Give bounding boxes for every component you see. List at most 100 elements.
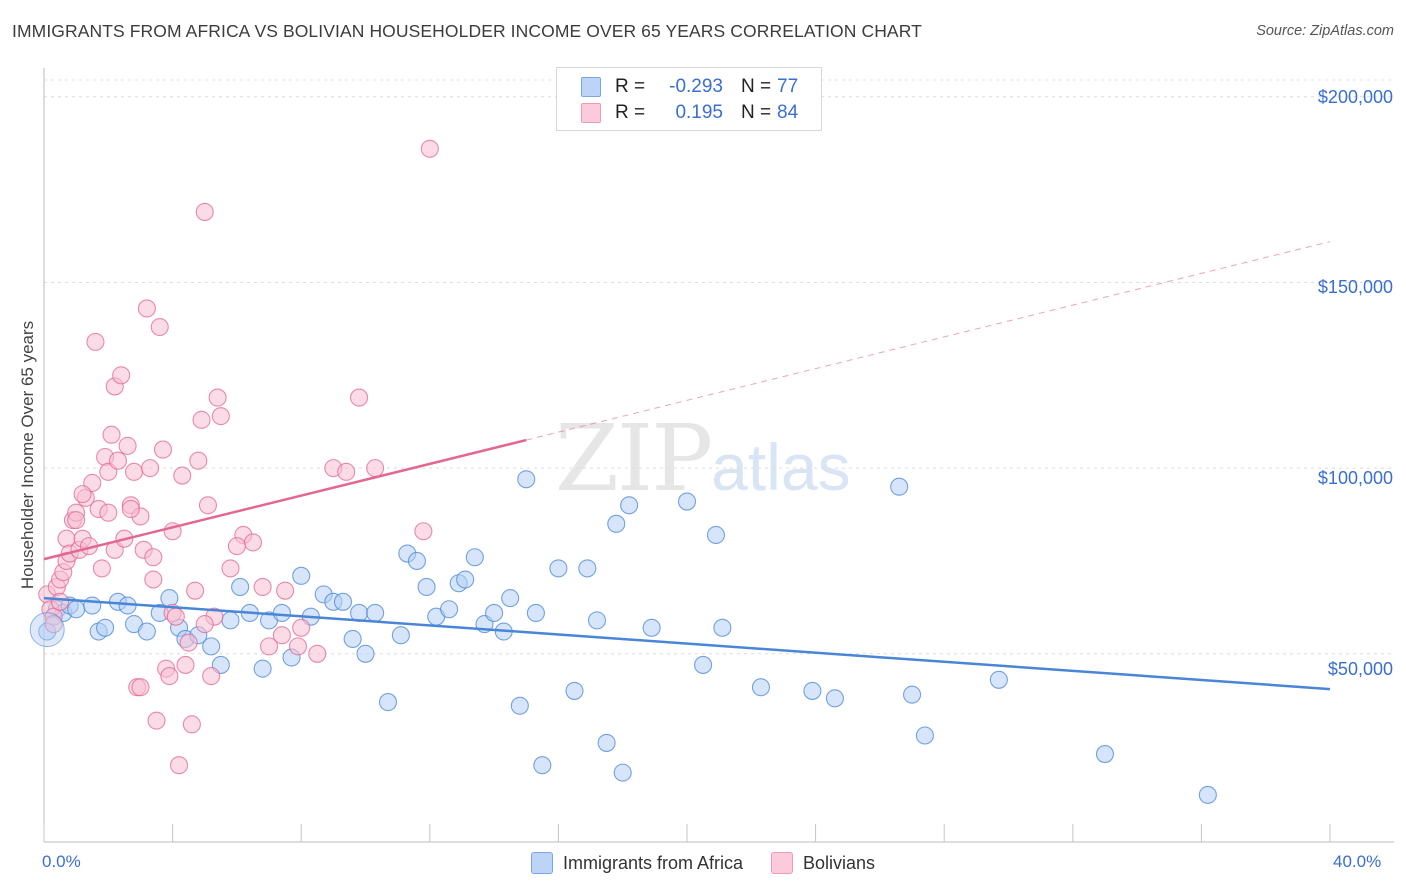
bolivian-point [208,388,227,407]
africa-point [407,551,426,571]
bolivian-point [272,626,291,645]
africa-point [890,477,909,496]
africa-point [526,603,545,623]
africa-point [231,577,250,597]
bolivian-point [121,499,140,519]
legend-label-africa: Immigrants from Africa [562,852,743,873]
n-value: 84 [777,102,799,123]
bolivian-point [102,425,121,444]
africa-point [137,622,156,641]
africa-point [96,618,115,637]
africa-point [565,681,584,700]
africa-point [613,763,632,782]
bolivian-point [92,559,111,578]
bolivian-point [169,756,189,775]
bolivian-point [308,644,327,663]
africa-point [221,611,240,630]
bolivian-point [198,496,218,515]
bolivian-point [99,503,118,522]
x-tick-label-min: 0.0% [42,852,81,871]
bolivian-point [189,451,208,470]
bolivian-point [276,581,295,600]
stats-legend: R = -0.293 N = 77 R = 0.195 N = 84 [556,67,822,131]
africa-point [160,589,179,608]
bolivian-point [243,533,263,552]
africa-point [803,681,822,700]
legend-item-africa: Immigrants from Africa [530,852,743,874]
africa-point [578,559,597,578]
africa-trend-line [43,596,1331,691]
bolivian-trend-extension [526,241,1331,441]
y-tick-label-50000: $50,000 [1327,659,1393,679]
bolivians-legend-swatch [771,852,793,874]
bolivian-point [137,299,156,318]
bolivian-point [202,667,221,686]
africa-point [501,589,520,608]
africa-point [343,629,362,648]
bolivian-point [173,466,192,485]
bolivian-point [141,459,160,478]
africa-point [915,726,934,745]
bolivian-point [131,678,150,697]
africa-point [706,525,725,545]
bolivian-point [221,559,240,578]
bolivian-point [192,410,211,429]
bolivian-point [414,522,433,541]
y-tick-label-200000: $200,000 [1317,87,1393,107]
bolivian-point [420,139,439,158]
africa-point [485,603,504,623]
africa-point [292,566,311,585]
africa-point [378,693,398,712]
africa-point [533,756,552,775]
africa-swatch [581,77,601,97]
bolivian-point [253,577,272,597]
bolivian-point [350,388,369,407]
bolivian-point [179,633,198,652]
bolivian-point [288,637,308,656]
africa-point [989,670,1008,689]
africa-point [620,496,639,515]
bolivian-point [166,607,185,626]
chart-title: IMMIGRANTS FROM AFRICA VS BOLIVIAN HOUSE… [12,21,922,41]
bolivian-trend-line [43,438,527,561]
bolivians-swatch [581,103,601,123]
bolivian-point [195,202,214,221]
bolivian-point [108,451,127,470]
bolivian-point [211,407,230,426]
africa-point [456,570,475,589]
africa-point [517,470,536,489]
bolivian-point [144,570,163,589]
africa-point [465,548,484,567]
y-axis-label: Householder Income Over 65 years [18,320,37,590]
africa-point [587,611,607,630]
africa-point [677,492,697,511]
bolivian-point [160,667,179,686]
stats-row-africa: R = -0.293 N = 77 [581,75,798,99]
africa-point [694,655,713,674]
bolivian-point [150,317,169,337]
africa-point [1095,745,1114,764]
africa-point [713,618,732,637]
bolivian-point [124,462,144,481]
y-tick-label-150000: $150,000 [1317,277,1393,297]
n-value: 77 [777,76,799,97]
legend-label-bolivians: Bolivians [803,852,876,873]
africa-point [333,592,353,611]
bolivian-point [176,655,195,674]
bolivian-point [227,537,246,556]
stats-row-bolivians: R = 0.195 N = 84 [581,101,798,125]
africa-point [356,644,375,663]
africa-point [417,577,436,597]
source-label: Source: ZipAtlas.com [1256,23,1394,39]
r-value: 0.195 [675,102,723,123]
r-label: R = [615,102,646,123]
bolivian-point [366,459,385,478]
x-tick-label-max: 40.0% [1333,852,1382,871]
africa-point [272,603,291,623]
r-label: R = [615,76,646,97]
africa-point [751,678,770,697]
africa-point [366,603,385,623]
africa-point [1198,785,1217,804]
africa-point [642,618,661,637]
